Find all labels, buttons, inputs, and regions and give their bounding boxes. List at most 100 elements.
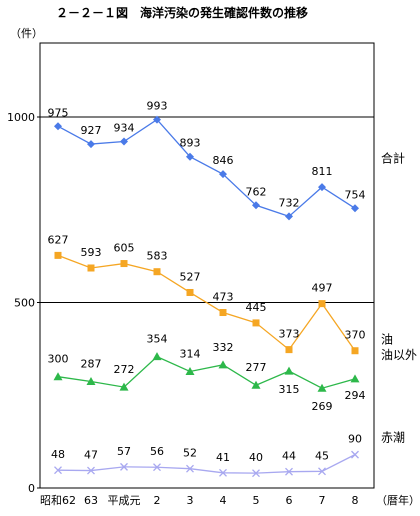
data-point-stroke	[252, 469, 260, 478]
data-label: 605	[114, 242, 135, 255]
data-point-stroke	[87, 466, 95, 475]
chart-title: ２－２－１図 海洋汚染の発生確認件数の推移	[56, 5, 308, 20]
series-1: 975 927 934 993 893 846 762 732 811 754 合計	[48, 100, 405, 221]
y-tick-label: 0	[28, 482, 35, 495]
series-3: 300 287 272 354 314 332 277 315 269 294 油以外	[48, 333, 418, 414]
data-label: 993	[147, 100, 168, 113]
x-tick-label: 5	[253, 494, 260, 507]
data-point	[53, 372, 63, 381]
data-label: 445	[246, 301, 267, 314]
plot-area	[39, 42, 375, 489]
data-point	[87, 264, 95, 272]
data-label: 373	[279, 328, 300, 341]
y-tick-label: 500	[14, 297, 35, 310]
x-tick-label: 平成元	[108, 494, 141, 507]
data-point	[350, 374, 360, 383]
x-tick-label: 4	[220, 494, 227, 507]
data-point	[218, 360, 228, 369]
data-label: 497	[312, 282, 333, 295]
series-4: 48 47 57 56 52 41 40 44 45 90 赤潮	[51, 430, 405, 478]
data-label: 354	[147, 333, 168, 346]
y-tick-label: 1000	[7, 111, 35, 124]
data-point	[251, 380, 261, 389]
series-line	[57, 454, 356, 474]
data-point	[285, 467, 293, 476]
data-point	[54, 251, 62, 259]
data-point	[153, 115, 161, 124]
data-point	[252, 319, 260, 327]
x-tick-label: 6	[286, 494, 293, 507]
data-point	[219, 309, 227, 317]
data-point-stroke	[219, 468, 227, 477]
data-point	[219, 170, 227, 179]
data-point	[87, 140, 95, 149]
y-axis-label: （件）	[10, 27, 43, 40]
data-label: 762	[246, 185, 267, 198]
series-group: 975 927 934 993 893 846 762 732 811 754 合計 627 593 60…	[48, 100, 418, 478]
data-label: 41	[216, 451, 230, 464]
y-ticks: 0 500 1000	[7, 111, 40, 495]
series-name-label: 合計	[381, 150, 405, 165]
data-label: 473	[213, 291, 234, 304]
data-point	[87, 466, 95, 475]
data-label: 45	[315, 449, 329, 462]
series-line	[57, 118, 356, 218]
x-tick-label: 7	[319, 494, 326, 507]
data-label: 315	[279, 383, 300, 396]
x-axis-label: （暦年）	[376, 493, 420, 507]
data-point	[120, 137, 128, 146]
data-point-stroke	[285, 467, 293, 476]
data-label: 934	[114, 121, 135, 134]
series-line	[57, 254, 356, 352]
data-label: 294	[345, 389, 366, 402]
data-label: 583	[147, 250, 168, 263]
data-point	[186, 464, 194, 473]
data-label: 332	[213, 341, 234, 354]
data-point	[120, 260, 128, 268]
data-point	[186, 152, 194, 161]
data-point	[317, 383, 327, 392]
data-point	[153, 268, 161, 276]
data-label: 975	[48, 106, 69, 119]
data-label: 593	[81, 246, 102, 259]
data-point	[285, 346, 293, 354]
data-label: 277	[246, 361, 267, 374]
data-label: 287	[81, 358, 102, 371]
data-label: 300	[48, 353, 69, 366]
data-point	[351, 450, 359, 459]
data-point	[54, 466, 62, 475]
data-point-stroke	[153, 463, 161, 472]
data-point	[153, 463, 161, 472]
data-point	[351, 204, 359, 213]
data-label: 370	[345, 329, 366, 342]
data-point	[185, 367, 195, 376]
data-point-stroke	[318, 467, 326, 476]
series-name-label: 赤潮	[381, 430, 405, 445]
data-point-stroke	[54, 466, 62, 475]
data-label: 893	[180, 137, 201, 150]
data-point	[284, 366, 294, 375]
data-label: 754	[345, 188, 366, 201]
data-label: 52	[183, 447, 197, 460]
series-line	[57, 355, 356, 389]
data-point	[285, 212, 293, 221]
data-point	[351, 347, 359, 355]
series-name-label: 油	[381, 333, 393, 347]
data-point	[252, 201, 260, 210]
data-label: 48	[51, 448, 65, 461]
data-point	[318, 300, 326, 308]
data-label: 44	[282, 450, 296, 463]
x-tick-label: 昭和62	[40, 494, 76, 507]
series-name-label: 油以外	[381, 348, 417, 362]
x-tick-label: 2	[154, 494, 161, 507]
data-label: 627	[48, 233, 69, 246]
data-label: 269	[312, 400, 333, 413]
data-label: 57	[117, 445, 131, 458]
data-label: 272	[114, 363, 135, 376]
x-tick-label: 8	[352, 494, 359, 507]
data-label: 56	[150, 445, 164, 458]
data-point	[54, 122, 62, 131]
x-tick-label: 3	[187, 494, 194, 507]
data-point	[219, 468, 227, 477]
